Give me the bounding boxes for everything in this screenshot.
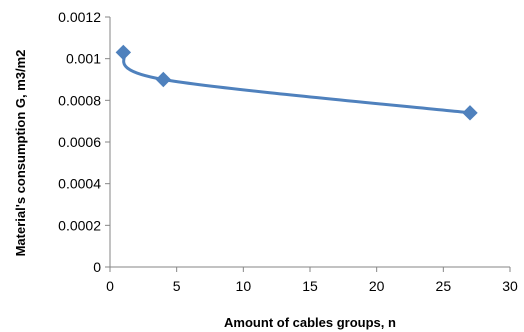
data-point-marker [462, 105, 478, 121]
x-axis: 0 5 10 15 20 25 30 [106, 266, 518, 294]
y-axis-title: Material's consumption G, m3/m2 [13, 50, 28, 257]
series-group [115, 44, 478, 121]
y-tick-label: 0 [93, 259, 101, 275]
y-tick-label: 0.0006 [58, 134, 101, 150]
y-tick-label: 0.0002 [58, 217, 101, 233]
y-tick-label: 0.0012 [58, 9, 101, 25]
y-tick-label: 0.0004 [58, 176, 101, 192]
x-tick-label: 25 [436, 278, 452, 294]
x-tick-label: 20 [369, 278, 385, 294]
data-point-marker [155, 71, 172, 88]
data-point-marker [115, 44, 132, 61]
series-line [121, 50, 472, 115]
x-tick-label: 15 [302, 278, 318, 294]
x-tick-label: 30 [502, 278, 518, 294]
x-tick-label: 5 [173, 278, 181, 294]
x-tick-label: 10 [236, 278, 252, 294]
y-axis: 0 0.0002 0.0004 0.0006 0.0008 0.001 0.0012 [58, 9, 111, 275]
y-tick-label: 0.0008 [58, 92, 101, 108]
x-axis-title: Amount of cables groups, n [224, 315, 396, 330]
y-tick-label: 0.001 [66, 51, 101, 67]
x-tick-label: 0 [106, 278, 114, 294]
